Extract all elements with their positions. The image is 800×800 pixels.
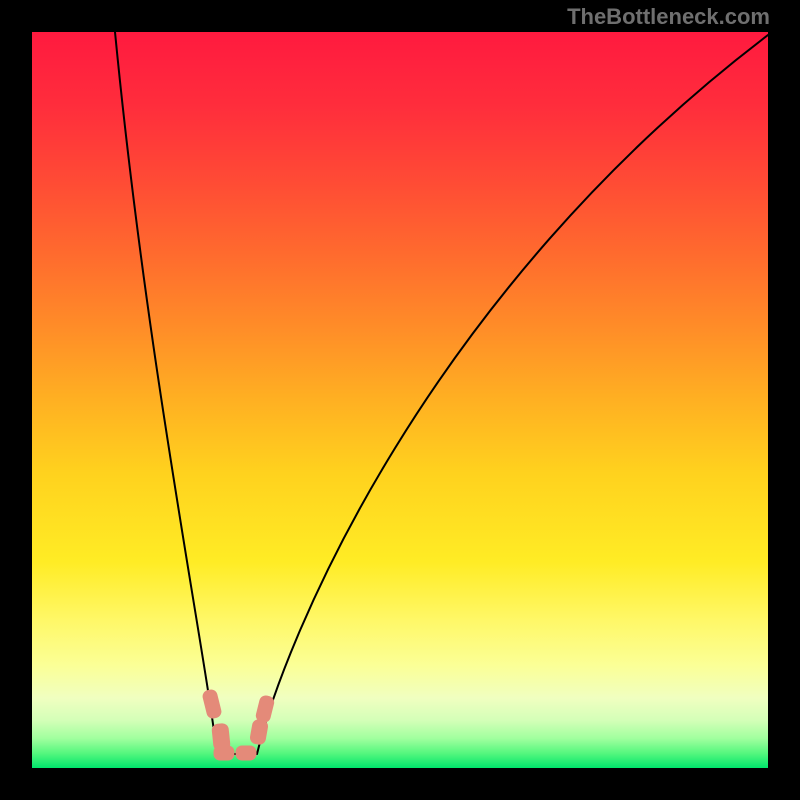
chart-frame: TheBottleneck.com: [0, 0, 800, 800]
curve-svg: [32, 32, 768, 768]
bottleneck-curve: [115, 32, 768, 754]
watermark-text: TheBottleneck.com: [567, 4, 770, 30]
valley-marker: [236, 746, 256, 760]
valley-marker: [250, 719, 269, 745]
valley-marker: [255, 695, 275, 724]
plot-area: [32, 32, 768, 768]
valley-marker: [214, 746, 234, 760]
valley-marker: [202, 689, 222, 720]
